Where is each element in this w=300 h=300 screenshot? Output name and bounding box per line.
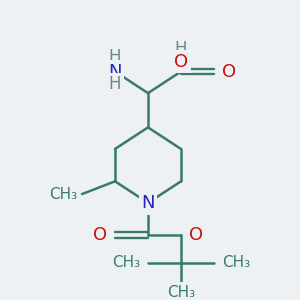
Text: N: N — [141, 194, 155, 212]
Text: O: O — [174, 53, 188, 71]
Text: O: O — [189, 226, 203, 244]
Text: CH₃: CH₃ — [112, 255, 140, 270]
Text: O: O — [93, 226, 107, 244]
Text: H: H — [109, 75, 121, 93]
Text: O: O — [222, 62, 236, 80]
Text: H: H — [109, 48, 121, 66]
Text: N: N — [108, 62, 122, 80]
Text: CH₃: CH₃ — [49, 187, 77, 202]
Text: CH₃: CH₃ — [222, 255, 250, 270]
Text: CH₃: CH₃ — [167, 285, 195, 300]
Text: H: H — [175, 40, 187, 58]
